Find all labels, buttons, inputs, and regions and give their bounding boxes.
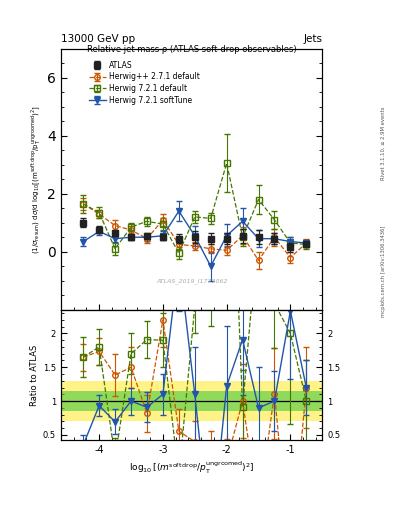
X-axis label: $\log_{10}[(m^{\rm soft\,drop}/p_{\rm T}^{\rm ungroomed})^2]$: $\log_{10}[(m^{\rm soft\,drop}/p_{\rm T}… [129, 459, 254, 476]
Text: Jets: Jets [303, 33, 322, 44]
Legend: ATLAS, Herwig++ 2.7.1 default, Herwig 7.2.1 default, Herwig 7.2.1 softTune: ATLAS, Herwig++ 2.7.1 default, Herwig 7.… [86, 58, 202, 108]
Text: 13000 GeV pp: 13000 GeV pp [61, 33, 135, 44]
Text: ATLAS_2019_I1772062: ATLAS_2019_I1772062 [156, 278, 227, 284]
Title: Relative jet mass ρ (ATLAS soft-drop observables): Relative jet mass ρ (ATLAS soft-drop obs… [87, 45, 296, 54]
Y-axis label: $(1/\sigma_{\rm resum})$ d$\sigma$/d log$_{10}$[(m$^{\rm soft\,drop}$/p$_{\rm T}: $(1/\sigma_{\rm resum})$ d$\sigma$/d log… [29, 104, 43, 254]
Text: mcplots.cern.ch [arXiv:1306.3436]: mcplots.cern.ch [arXiv:1306.3436] [381, 226, 386, 317]
Text: Rivet 3.1.10, ≥ 2.9M events: Rivet 3.1.10, ≥ 2.9M events [381, 106, 386, 180]
Y-axis label: Ratio to ATLAS: Ratio to ATLAS [30, 345, 39, 406]
